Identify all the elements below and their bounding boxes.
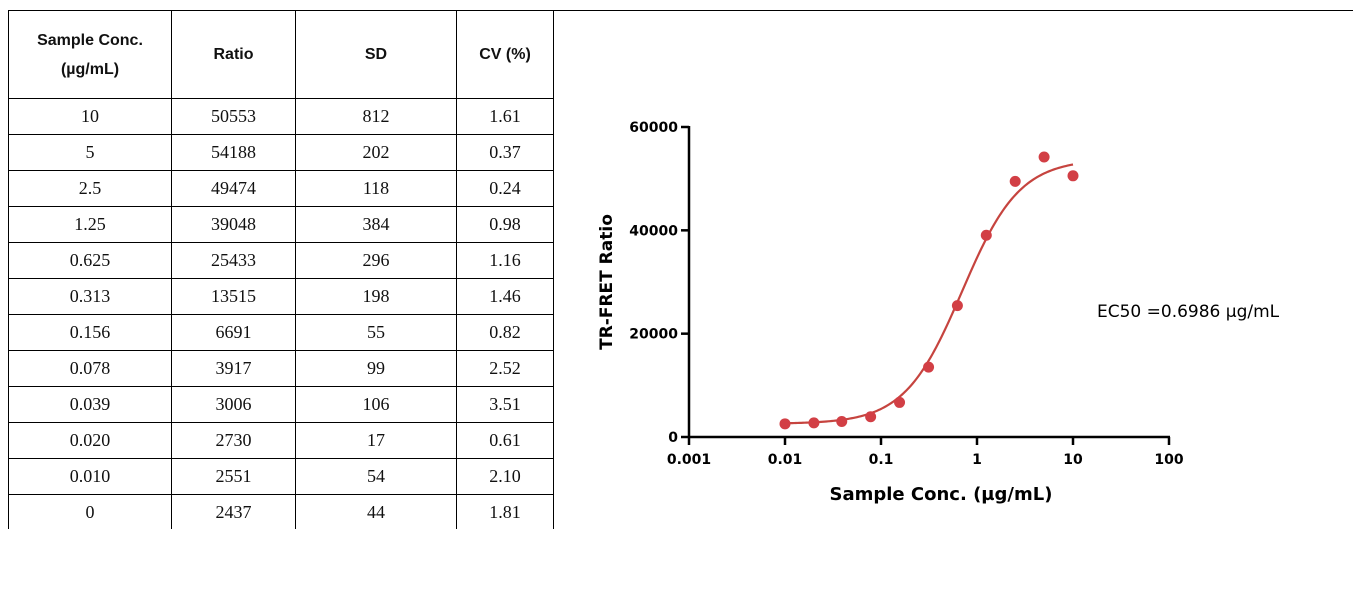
table-row: 5 54188 202 0.37: [8, 134, 554, 171]
table-row: 0.156 6691 55 0.82: [8, 314, 554, 351]
divider-line: [553, 10, 1353, 11]
x-tick-label: 0.001: [667, 452, 711, 468]
x-tick-label: 1: [972, 452, 982, 468]
cell-sd: 44: [295, 494, 457, 529]
table-row: 0.313 13515 198 1.46: [8, 278, 554, 315]
data-point: [1009, 175, 1021, 187]
cell-sample-conc: 0: [8, 494, 172, 529]
x-tick-label: 10: [1063, 452, 1083, 468]
x-axis-label: Sample Conc. (µg/mL): [830, 484, 1053, 505]
cell-sample-conc: 5: [8, 134, 172, 171]
cell-cv: 3.51: [456, 386, 554, 423]
y-tick-label: 60000: [629, 120, 678, 136]
cell-sd: 99: [295, 350, 457, 387]
y-axis-label: TR-FRET Ratio: [597, 214, 617, 350]
cell-sd: 296: [295, 242, 457, 279]
y-tick-label: 40000: [629, 223, 678, 239]
data-point: [923, 361, 935, 373]
header-sample-conc: Sample Conc. (µg/mL): [8, 10, 172, 99]
cell-sd: 202: [295, 134, 457, 171]
data-point: [894, 396, 906, 408]
cell-ratio: 25433: [171, 242, 296, 279]
data-points: [779, 151, 1079, 430]
cell-ratio: 54188: [171, 134, 296, 171]
data-point: [1067, 170, 1079, 182]
cell-cv: 0.24: [456, 170, 554, 207]
cell-sd: 198: [295, 278, 457, 315]
header-unit: (µg/mL): [60, 60, 120, 78]
cell-sample-conc: 0.156: [8, 314, 172, 351]
table-row: 0.625 25433 296 1.16: [8, 242, 554, 279]
cell-cv: 2.52: [456, 350, 554, 387]
cell-ratio: 49474: [171, 170, 296, 207]
cell-sample-conc: 1.25: [8, 206, 172, 243]
cell-ratio: 6691: [171, 314, 296, 351]
cell-sample-conc: 0.078: [8, 350, 172, 387]
data-point: [836, 415, 848, 427]
data-point: [1038, 151, 1050, 163]
cell-sample-conc: 0.313: [8, 278, 172, 315]
cell-sd: 17: [295, 422, 457, 459]
cell-cv: 0.37: [456, 134, 554, 171]
data-point: [865, 411, 877, 423]
cell-cv: 0.61: [456, 422, 554, 459]
cell-sd: 54: [295, 458, 457, 495]
table-row: 0.078 3917 99 2.52: [8, 350, 554, 387]
table-row: 0.020 2730 17 0.61: [8, 422, 554, 459]
cell-cv: 2.10: [456, 458, 554, 495]
x-tick-label: 0.1: [869, 452, 894, 468]
cell-sd: 118: [295, 170, 457, 207]
cell-cv: 1.81: [456, 494, 554, 529]
cell-cv: 1.16: [456, 242, 554, 279]
cell-sample-conc: 0.625: [8, 242, 172, 279]
table-row: 0.010 2551 54 2.10: [8, 458, 554, 495]
cell-ratio: 39048: [171, 206, 296, 243]
cell-sample-conc: 0.020: [8, 422, 172, 459]
table-row: 2.5 49474 118 0.24: [8, 170, 554, 207]
cell-ratio: 50553: [171, 98, 296, 135]
cell-sample-conc: 10: [8, 98, 172, 135]
cell-sd: 384: [295, 206, 457, 243]
y-tick-label: 0: [668, 430, 678, 446]
cell-sample-conc: 0.039: [8, 386, 172, 423]
cell-cv: 0.82: [456, 314, 554, 351]
x-tick-label: 0.01: [768, 452, 803, 468]
results-table: Sample Conc. (µg/mL) Ratio SD CV (%) 10 5…: [8, 10, 554, 529]
x-tick-label: 100: [1154, 452, 1183, 468]
data-point: [808, 417, 820, 429]
cell-sd: 106: [295, 386, 457, 423]
cell-cv: 1.46: [456, 278, 554, 315]
fit-curve: [784, 163, 1074, 425]
table-header-row: Sample Conc. (µg/mL) Ratio SD CV (%): [8, 10, 554, 99]
chart-axes: 0 20000 40000 60000 0.001 0.01 0.1 1 10 100: [629, 120, 1184, 468]
cell-ratio: 3917: [171, 350, 296, 387]
table-row: 10 50553 812 1.61: [8, 98, 554, 135]
y-tick-label: 20000: [629, 327, 678, 343]
table-row: 0.039 3006 106 3.51: [8, 386, 554, 423]
cell-sd: 812: [295, 98, 457, 135]
table-row: 0 2437 44 1.81: [8, 494, 554, 529]
cell-ratio: 2730: [171, 422, 296, 459]
cell-ratio: 3006: [171, 386, 296, 423]
header-cv: CV (%): [456, 10, 554, 99]
dose-response-chart: 0 20000 40000 60000 0.001 0.01 0.1 1 10 100 TR-FR…: [597, 120, 1280, 505]
table-row: 1.25 39048 384 0.98: [8, 206, 554, 243]
data-point: [980, 229, 992, 241]
ec50-annotation: EC50 =0.6986 µg/mL: [1097, 302, 1280, 322]
table-body: 10 50553 812 1.61 5 54188 202 0.37 2.5 49474 118 0.…: [8, 98, 554, 529]
cell-ratio: 2551: [171, 458, 296, 495]
cell-sample-conc: 2.5: [8, 170, 172, 207]
data-point: [779, 418, 791, 430]
data-point: [951, 300, 963, 312]
cell-cv: 0.98: [456, 206, 554, 243]
cell-ratio: 2437: [171, 494, 296, 529]
cell-ratio: 13515: [171, 278, 296, 315]
cell-sample-conc: 0.010: [8, 458, 172, 495]
header-sd: SD: [295, 10, 457, 99]
header-ratio: Ratio: [171, 10, 296, 99]
cell-cv: 1.61: [456, 98, 554, 135]
header-label: Sample Conc.: [37, 31, 143, 49]
cell-sd: 55: [295, 314, 457, 351]
